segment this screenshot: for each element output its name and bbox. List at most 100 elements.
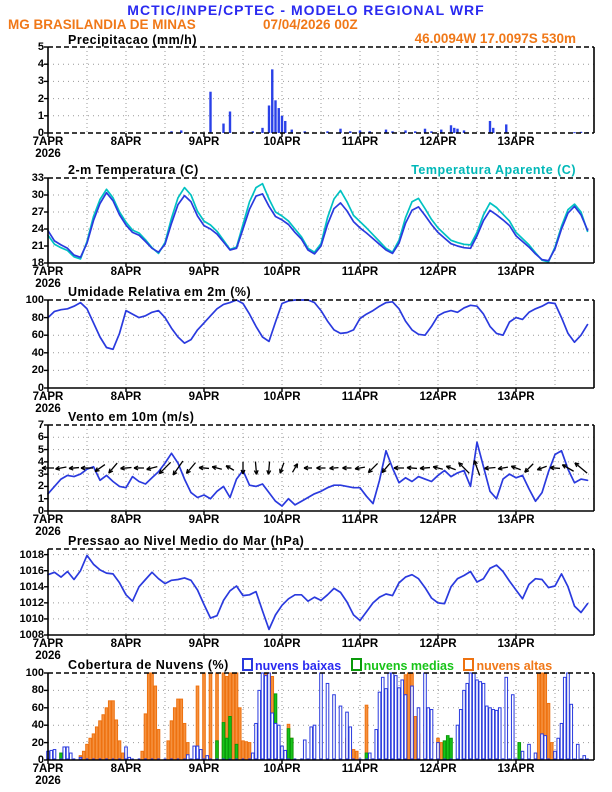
y-tick-label: 2: [37, 480, 44, 493]
x-tick-label: 10APR: [263, 514, 301, 526]
y-tick-label: 1012: [19, 596, 44, 609]
y-tick-label: 40: [31, 346, 44, 359]
y-tick-label: 27: [31, 206, 44, 218]
x-tick-label: 10APR: [263, 136, 301, 148]
x-tick-label: 11APR: [341, 514, 379, 526]
panel-title-wind: Vento em 10m (m/s): [68, 410, 195, 424]
x-tick-label: 12APR: [419, 763, 457, 775]
x-tick-label: 12APR: [419, 514, 457, 526]
panel-title-apparent-temperature: Temperatura Aparente (C): [411, 163, 576, 177]
y-tick-label: 80: [31, 684, 44, 697]
page-title: MCTIC/INPE/CPTEC - MODELO REGIONAL WRF: [127, 2, 485, 18]
x-tick-label: 11APR: [341, 266, 379, 278]
x-tick-year-label: 2026: [35, 526, 61, 538]
x-tick-label: 9APR: [188, 136, 220, 148]
x-tick-label: 10APR: [263, 638, 301, 650]
x-tick-label: 7APR: [32, 136, 64, 148]
x-tick-label: 13APR: [497, 638, 535, 650]
y-tick-label: 30: [31, 189, 44, 201]
y-tick-label: 4: [37, 455, 44, 468]
x-tick-label: 8APR: [110, 514, 142, 526]
x-tick-label: 8APR: [110, 136, 142, 148]
x-tick-label: 13APR: [497, 391, 535, 403]
y-tick-label: 1: [37, 109, 44, 122]
x-tick-label: 11APR: [341, 136, 379, 148]
y-tick-label: 2: [37, 92, 44, 105]
legend-item-high-clouds: nuvens altas: [463, 658, 552, 673]
panel-title-humidity: Umidade Relativa em 2m (%): [68, 285, 252, 299]
x-tick-label: 12APR: [419, 638, 457, 650]
x-tick-label: 9APR: [188, 391, 220, 403]
x-tick-year-label: 2026: [35, 148, 61, 160]
y-tick-label: 100: [25, 294, 44, 306]
run-datetime: 07/04/2026 00Z: [263, 17, 358, 32]
x-tick-label: 8APR: [110, 763, 142, 775]
panel-title-precipitation: Precipitacao (mm/h): [68, 33, 197, 47]
y-tick-label: 1018: [19, 548, 44, 561]
y-tick-label: 3: [37, 468, 44, 481]
x-tick-label: 9APR: [188, 763, 220, 775]
y-tick-label: 0: [37, 754, 44, 766]
x-tick-label: 13APR: [497, 763, 535, 775]
y-tick-label: 18: [31, 257, 44, 269]
location-coordinates: 46.0094W 17.0097S 530m: [414, 31, 576, 46]
x-tick-label: 13APR: [497, 266, 535, 278]
legend-item-low-clouds: nuvens baixas: [242, 658, 341, 673]
x-tick-label: 8APR: [110, 266, 142, 278]
x-tick-year-label: 2026: [35, 775, 61, 787]
y-tick-label: 20: [31, 364, 44, 377]
x-tick-label: 13APR: [497, 136, 535, 148]
station-name: MG BRASILANDIA DE MINAS: [8, 17, 196, 32]
y-tick-label: 80: [31, 311, 44, 324]
x-tick-label: 7APR: [32, 266, 64, 278]
x-tick-label: 10APR: [263, 266, 301, 278]
x-tick-label: 9APR: [188, 638, 220, 650]
x-tick-label: 12APR: [419, 391, 457, 403]
y-tick-label: 20: [31, 736, 44, 749]
y-tick-label: 1014: [19, 580, 44, 593]
legend-item-mid-clouds: nuvens medias: [350, 658, 454, 673]
x-tick-year-label: 2026: [35, 403, 61, 415]
x-tick-label: 12APR: [419, 266, 457, 278]
y-tick-label: 60: [31, 329, 44, 342]
x-tick-label: 13APR: [497, 514, 535, 526]
x-tick-label: 11APR: [341, 638, 379, 650]
mid-clouds-swatch-icon: [350, 658, 362, 671]
y-tick-label: 1016: [19, 564, 44, 577]
y-tick-label: 5: [37, 443, 44, 456]
panel-title-pressure: Pressao ao Nivel Medio do Mar (hPa): [68, 534, 305, 548]
low-clouds-swatch-icon: [242, 658, 253, 671]
high-clouds-swatch-icon: [463, 658, 475, 671]
y-tick-label: 3: [37, 75, 44, 88]
y-tick-label: 0: [37, 505, 44, 517]
x-tick-label: 9APR: [188, 514, 220, 526]
cloud-legend: nuvens baixas nuvens medias nuvens altas: [242, 658, 558, 673]
x-tick-label: 10APR: [263, 763, 301, 775]
x-tick-label: 9APR: [188, 266, 220, 278]
y-tick-label: 4: [37, 58, 44, 71]
y-tick-label: 7: [37, 419, 44, 431]
x-tick-label: 8APR: [110, 391, 142, 403]
x-tick-label: 11APR: [341, 391, 379, 403]
x-tick-label: 7APR: [32, 514, 64, 526]
x-tick-year-label: 2026: [35, 650, 61, 662]
y-tick-label: 1008: [19, 629, 44, 641]
panel-title-temperature: 2-m Temperatura (C): [68, 163, 199, 177]
x-tick-label: 7APR: [32, 763, 64, 775]
y-tick-label: 1010: [19, 612, 44, 625]
x-tick-label: 7APR: [32, 391, 64, 403]
y-tick-label: 5: [37, 41, 44, 53]
x-tick-label: 10APR: [263, 391, 301, 403]
y-tick-label: 0: [37, 127, 44, 139]
y-tick-label: 60: [31, 701, 44, 714]
y-tick-label: 0: [37, 382, 44, 394]
x-tick-label: 11APR: [341, 763, 379, 775]
y-tick-label: 24: [31, 223, 44, 235]
panel-title-clouds: Cobertura de Nuvens (%): [68, 658, 229, 672]
y-tick-label: 40: [31, 719, 44, 732]
y-tick-label: 6: [37, 431, 44, 444]
x-tick-label: 8APR: [110, 638, 142, 650]
y-tick-label: 21: [31, 240, 44, 252]
